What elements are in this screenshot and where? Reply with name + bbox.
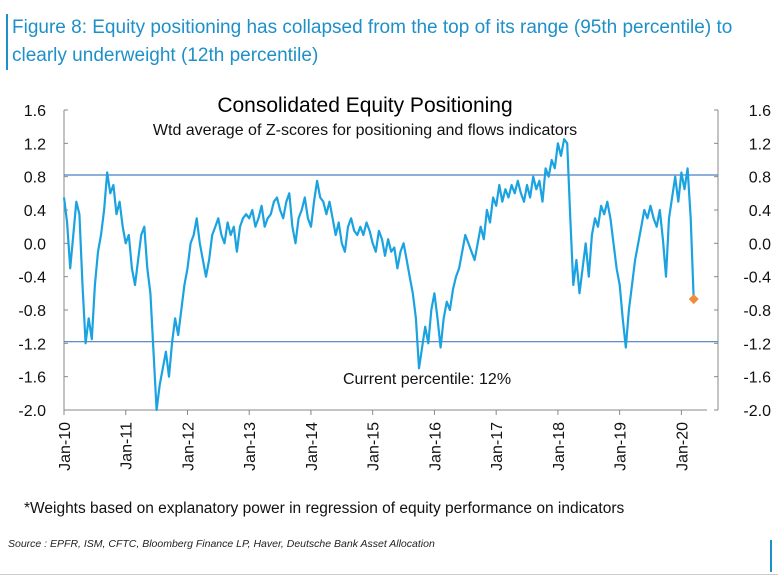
bottom-divider: [0, 574, 778, 575]
x-axis-tick-label: Jan-10: [57, 422, 74, 471]
left-axis: 1.6 1.2 0.8 0.4 0.0 -0.4 -0.8 -1.2 -1.6 -2.0: [18, 103, 68, 420]
x-axis-tick-label: Jan-12: [180, 422, 197, 471]
right-axis-tick-label: 1.6: [749, 103, 771, 120]
footer-accent-rule: [770, 540, 772, 572]
current-percentile-annotation: Current percentile: 12%: [343, 371, 511, 388]
series-line-consolidated-equity-positioning: [62, 138, 695, 412]
chart-area: 1.61.20.80.40.0-0.4-0.8-1.2-1.6-2.0 1.61…: [18, 94, 771, 471]
left-axis-tick-label: 0.0: [24, 236, 46, 253]
right-axis-tick-label: -1.2: [743, 336, 771, 353]
right-axis-tick-label: 1.2: [749, 136, 771, 153]
left-axis-tick-label: -0.4: [18, 270, 46, 287]
right-axis: 1.6 1.2 0.8 0.4 0.0 -0.4 -0.8 -1.2 -1.6 -2.0: [714, 103, 771, 420]
x-axis: Jan-10 Jan-11 Jan-12 Jan-13 Jan-14 Jan-15 Jan-…: [57, 409, 707, 471]
figure-title: Figure 8: Equity positioning has collaps…: [12, 17, 733, 66]
right-axis-tick-label: 0.8: [749, 170, 771, 187]
left-axis-tick-label: 1.6: [24, 103, 46, 120]
x-axis-tick-label: Jan-13: [242, 422, 259, 471]
x-axis-tick-label: Jan-20: [674, 422, 691, 471]
left-axis-tick-label: -1.2: [18, 336, 46, 353]
left-axis-tick-label: -2.0: [18, 403, 46, 420]
source-note: Source : EPFR, ISM, CFTC, Bloomberg Fina…: [8, 538, 435, 550]
x-axis-tick-label: Jan-18: [551, 422, 568, 471]
x-axis-tick-label: Jan-16: [427, 422, 444, 471]
current-value-marker: [688, 294, 699, 305]
left-axis-tick-label: -1.6: [18, 370, 46, 387]
x-axis-tick-label: Jan-19: [613, 422, 630, 471]
x-axis-tick-label: Jan-15: [366, 422, 383, 471]
right-axis-tick-label: -2.0: [743, 403, 771, 420]
left-axis-tick-label: 1.2: [24, 136, 46, 153]
left-axis-tick-label: 0.4: [24, 203, 46, 220]
chart-title: Consolidated Equity Positioning: [217, 94, 512, 117]
left-axis-tick-label: 0.8: [24, 170, 46, 187]
x-axis-tick-label: Jan-14: [304, 422, 321, 471]
footnote: *Weights based on explanatory power in r…: [24, 500, 625, 517]
x-axis-tick-label: Jan-11: [119, 422, 136, 470]
right-axis-tick-label: 0.0: [749, 236, 771, 253]
right-axis-tick-label: -0.4: [743, 270, 771, 287]
x-axis-tick-label: Jan-17: [489, 422, 506, 471]
title-accent-rule: [6, 14, 8, 70]
right-axis-tick-label: 0.4: [749, 203, 771, 220]
reference-lines: [64, 174, 718, 343]
right-axis-tick-label: -0.8: [743, 303, 771, 320]
right-axis-tick-label: -1.6: [743, 370, 771, 387]
chart-subtitle: Wtd average of Z-scores for positioning …: [153, 122, 577, 139]
left-axis-tick-label: -0.8: [18, 303, 46, 320]
